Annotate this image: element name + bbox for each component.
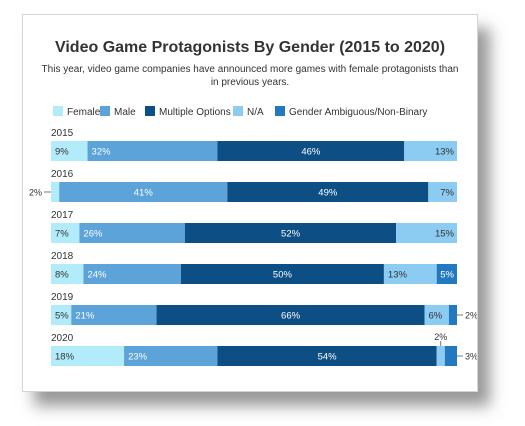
bar-2018-gender-ambiguous-non-binary [436,264,457,284]
bar-2019-gender-ambiguous-non-binary [448,305,457,325]
bar-2020-n-a [436,346,445,366]
bar-2017-n-a [396,223,457,243]
bar-2020-gender-ambiguous-non-binary [444,346,457,366]
legend-swatch-male [100,106,110,116]
data-label-2020-male: 23% [128,352,148,363]
bar-2018-female [51,264,84,284]
year-label-2019: 2019 [51,292,74,303]
data-label-2018-multiple-options: 50% [273,270,293,281]
legend-label-gender-ambiguous-non-binary: Gender Ambiguous/Non-Binary [289,107,427,118]
bar-2015-multiple-options [217,141,405,161]
bar-2018-male [83,264,181,284]
chart-card: Video Game Protagonists By Gender (2015 … [22,14,478,392]
legend-label-male: Male [114,107,136,118]
year-label-2017: 2017 [51,210,74,221]
legend-label-female: Female [67,107,101,118]
chart-title: Video Game Protagonists By Gender (2015 … [55,39,445,56]
legend-label-n-a: N/A [247,107,264,118]
year-label-2020: 2020 [51,333,74,344]
bar-2016-female [51,182,60,202]
data-label-2017-n-a: 15% [435,229,455,240]
data-label-2017-multiple-options: 52% [281,229,301,240]
legend-swatch-multiple-options [145,106,155,116]
bar-2020-female [51,346,125,366]
data-label-2017-male: 26% [83,229,103,240]
data-label-2018-female: 8% [55,270,69,281]
data-label-2019-gender-ambiguous-non-binary: 2% [465,311,477,321]
legend-swatch-female [53,106,63,116]
bar-2017-multiple-options [184,223,397,243]
chart-subtitle-line-1: This year, video game companies have ann… [42,64,459,75]
bar-rows: 2015 9% 32% 46% 13% 2016 2% 41% 49% 7% 2017 7% 26% 52… [29,128,477,366]
data-label-2016-multiple-options: 49% [318,188,338,199]
legend-swatch-gender-ambiguous-non-binary [275,106,285,116]
bar-2020-male [124,346,218,366]
bar-2019-multiple-options [156,305,425,325]
data-label-2018-gender-ambiguous-non-binary: 5% [440,270,454,281]
year-label-2015: 2015 [51,128,74,139]
data-label-2015-n-a: 13% [435,147,455,158]
bar-2016-male [59,182,228,202]
bar-2017-male [79,223,185,243]
chart: Video Game Protagonists By Gender (2015 … [29,39,477,366]
chart-subtitle-line-2: in previous years. [211,77,289,88]
bar-2019-female [51,305,72,325]
year-label-2016: 2016 [51,169,74,180]
data-label-2017-female: 7% [55,229,69,240]
data-label-2015-male: 32% [92,147,112,158]
data-label-2020-female: 18% [55,352,75,363]
bar-2016-n-a [428,182,457,202]
bar-2015-female [51,141,88,161]
legend-label-multiple-options: Multiple Options [159,107,231,118]
bar-2015-male [87,141,218,161]
data-label-2015-multiple-options: 46% [301,147,321,158]
year-label-2018: 2018 [51,251,74,262]
data-label-2019-n-a: 6% [429,311,443,322]
data-label-2019-female: 5% [55,311,69,322]
data-label-2020-n-a: 2% [434,332,447,342]
data-label-2019-multiple-options: 66% [281,311,301,322]
bar-2016-multiple-options [227,182,429,202]
bar-2019-n-a [424,305,449,325]
data-label-2019-male: 21% [75,311,95,322]
bar-2017-female [51,223,80,243]
legend: Female Male Multiple Options N/A Gender Ambi… [53,106,427,118]
bar-2018-n-a [383,264,437,284]
data-label-2018-n-a: 13% [388,270,408,281]
data-label-2016-male: 41% [134,188,154,199]
data-label-2016-n-a: 7% [440,188,454,199]
data-label-2018-male: 24% [87,270,107,281]
bar-2015-n-a [404,141,457,161]
bar-2019-male [71,305,157,325]
data-label-2020-gender-ambiguous-non-binary: 3% [465,352,477,362]
bar-2020-multiple-options [217,346,437,366]
data-label-2016-female: 2% [29,188,42,198]
legend-swatch-n-a [233,106,243,116]
bar-2018-multiple-options [180,264,384,284]
data-label-2015-female: 9% [55,147,69,158]
data-label-2020-multiple-options: 54% [318,352,338,363]
